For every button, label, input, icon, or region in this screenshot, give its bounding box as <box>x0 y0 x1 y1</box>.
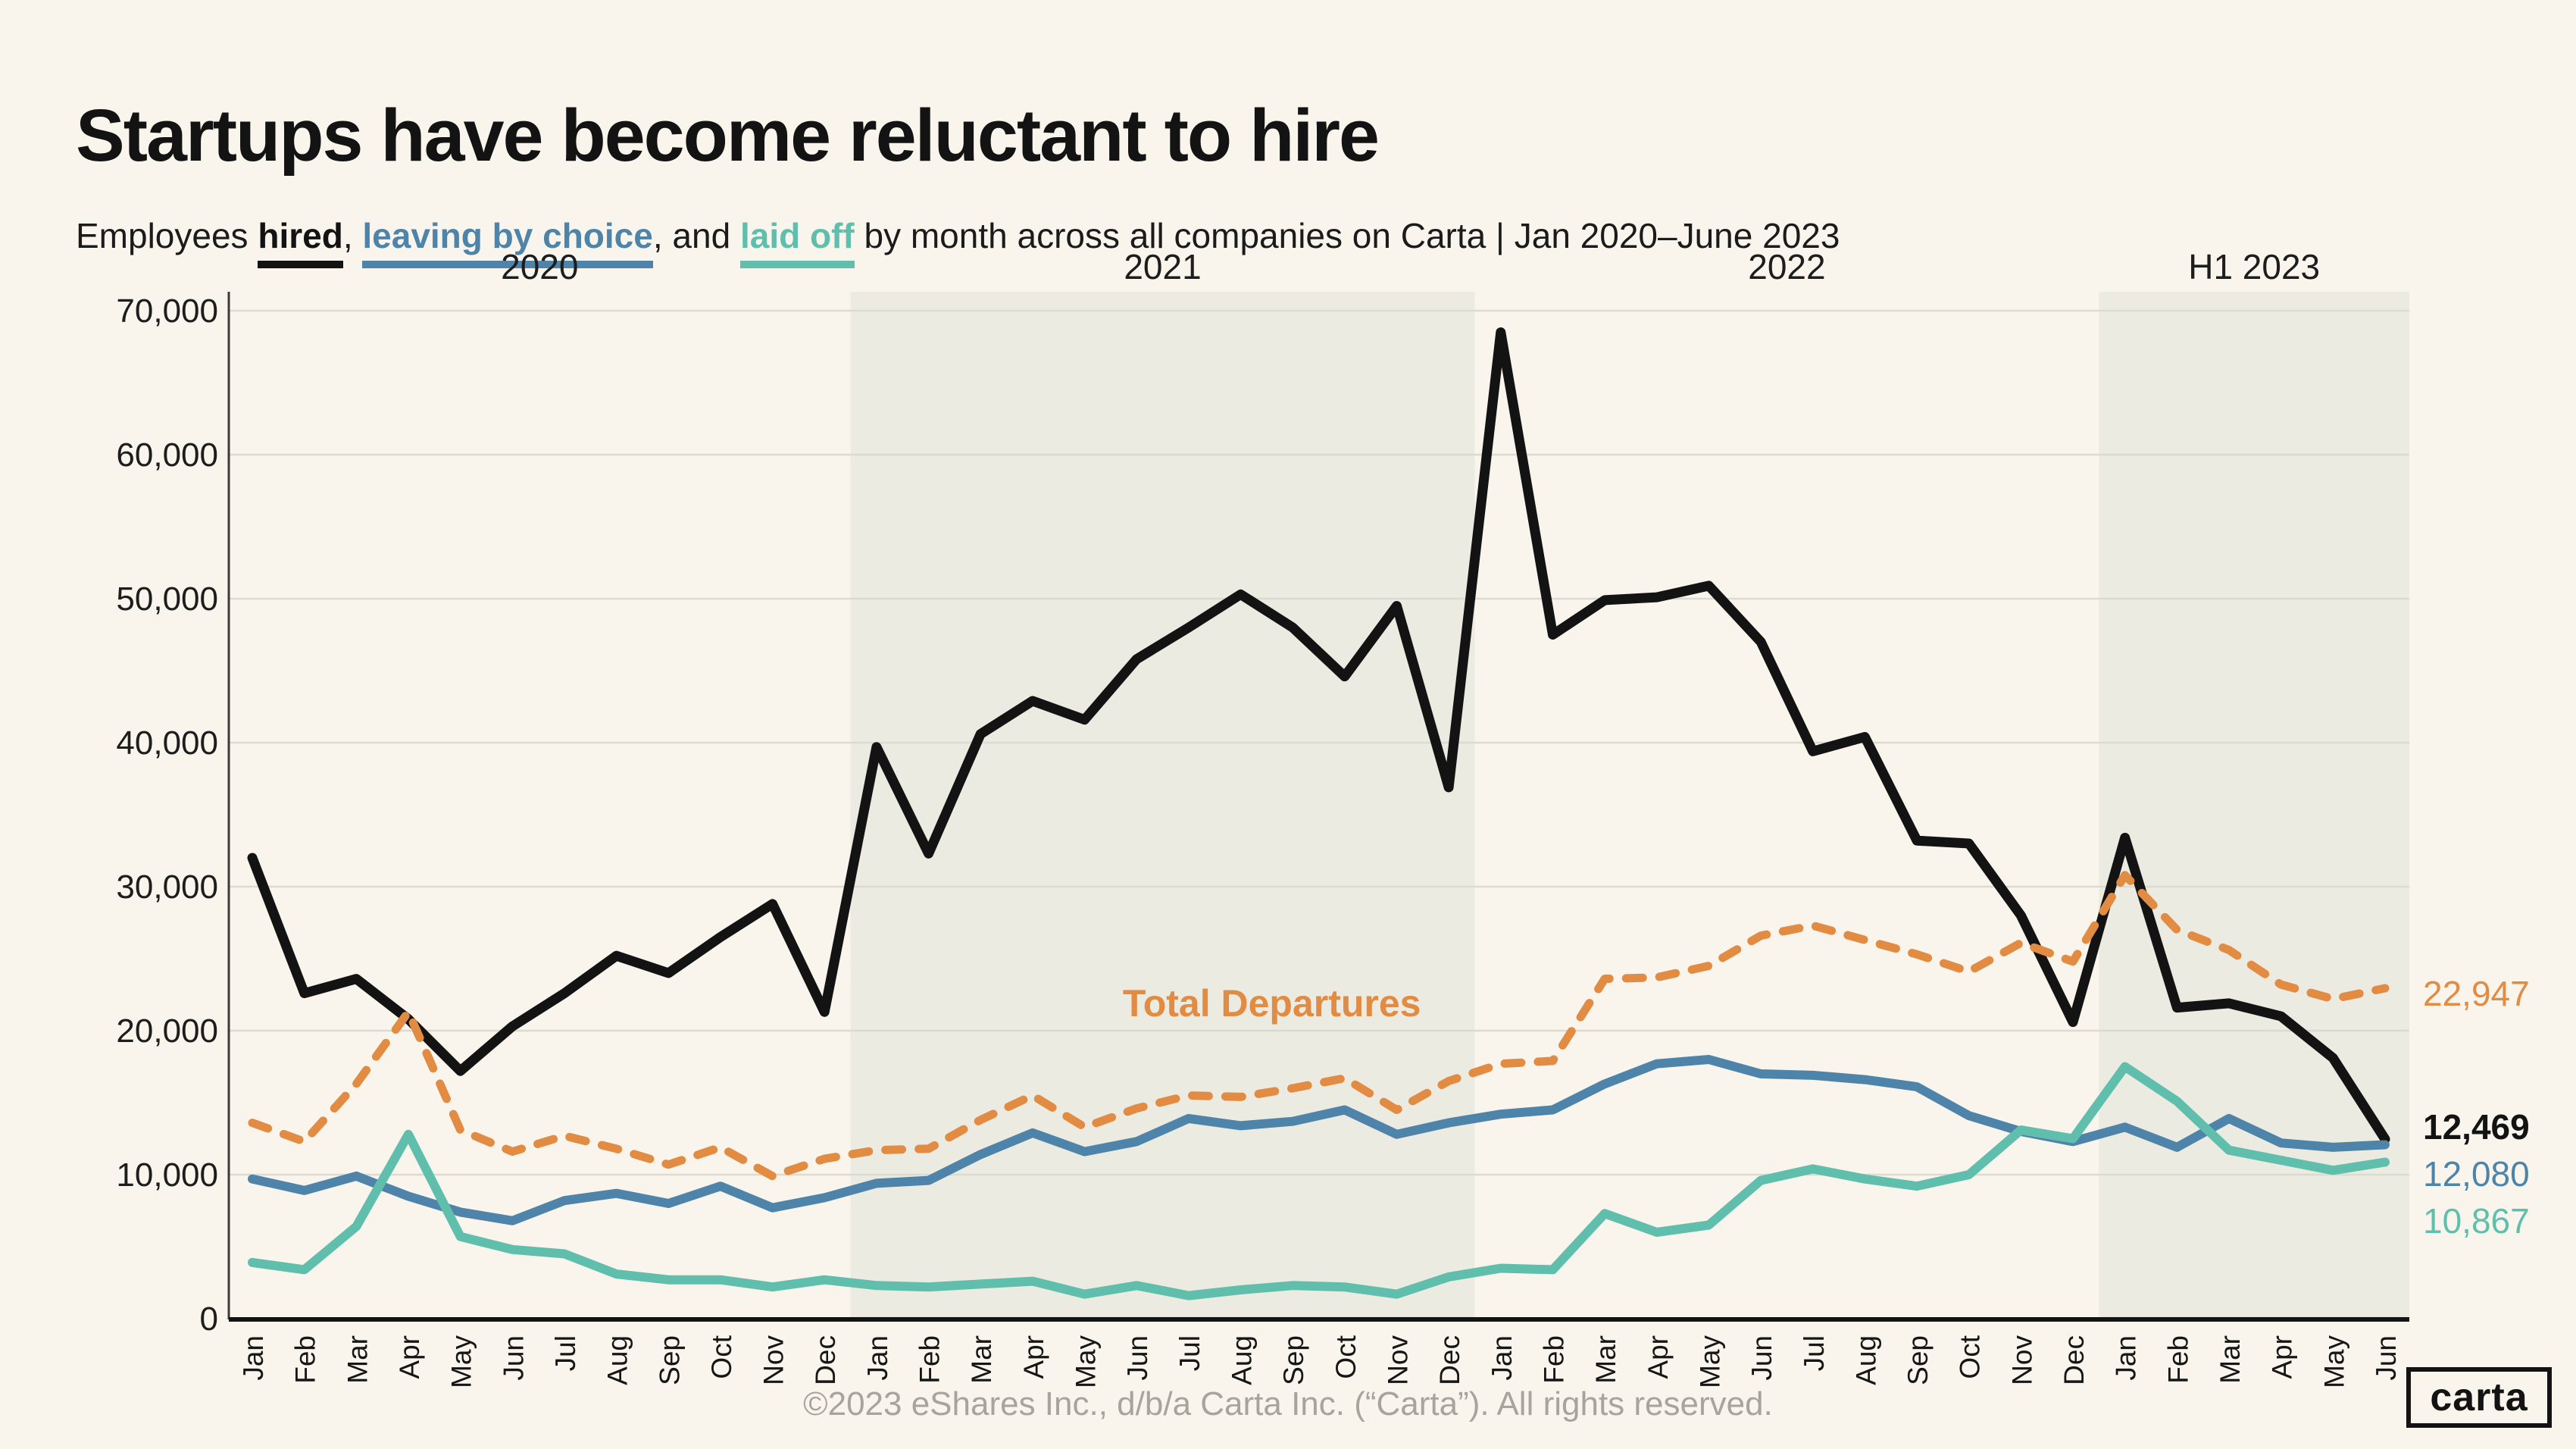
month-label-25: Feb <box>1538 1335 1569 1384</box>
subtitle-text: , <box>342 216 363 255</box>
page-title: Startups have become reluctant to hire <box>76 93 1380 177</box>
month-label-21: Oct <box>1330 1335 1361 1379</box>
year-label-H1-2023: H1 2023 <box>2188 247 2320 286</box>
series-laid_off-line <box>248 1062 2390 1300</box>
end-label-leaving_by_choice: 12,080 <box>2423 1154 2530 1194</box>
month-label-7: Aug <box>602 1335 633 1385</box>
month-label-15: Apr <box>1018 1335 1049 1379</box>
subtitle-keyword-quits: leaving by choice <box>362 216 653 268</box>
month-label-41: Jun <box>2371 1335 2402 1381</box>
subtitle-text: Employees <box>76 216 258 255</box>
month-label-33: Oct <box>1955 1335 1986 1379</box>
y-axis-label-70000: 70,000 <box>116 293 218 330</box>
month-label-28: May <box>1694 1335 1725 1388</box>
month-label-14: Mar <box>966 1335 997 1384</box>
end-label-laid_off: 10,867 <box>2423 1201 2530 1241</box>
month-label-39: Apr <box>2267 1335 2298 1379</box>
year-label-2020: 2020 <box>501 247 578 286</box>
month-label-24: Jan <box>1487 1335 1518 1381</box>
carta-logo: carta <box>2406 1367 2552 1428</box>
month-label-10: Nov <box>758 1335 789 1385</box>
month-label-3: Apr <box>394 1335 425 1379</box>
month-label-17: Jun <box>1122 1335 1153 1381</box>
month-label-38: Mar <box>2215 1335 2246 1384</box>
y-axis-label-40000: 40,000 <box>116 724 218 762</box>
month-label-35: Dec <box>2059 1335 2090 1385</box>
month-label-4: May <box>446 1335 477 1388</box>
subtitle-text: by month across all companies on Carta |… <box>854 216 1840 255</box>
month-label-9: Oct <box>706 1335 737 1379</box>
subtitle-text: , and <box>652 216 740 255</box>
series-total_departures-line <box>248 871 2390 1181</box>
carta-logo-text: carta <box>2430 1375 2528 1419</box>
copyright-text: ©2023 eShares Inc., d/b/a Carta Inc. (“C… <box>803 1385 1773 1422</box>
y-axis-label-30000: 30,000 <box>116 868 218 906</box>
year-label-2022: 2022 <box>1748 247 1825 286</box>
y-axis-label-50000: 50,000 <box>116 581 218 618</box>
month-label-20: Sep <box>1278 1335 1309 1385</box>
month-label-32: Sep <box>1902 1335 1934 1385</box>
end-label-total_departures: 22,947 <box>2423 974 2530 1013</box>
month-label-26: Mar <box>1590 1335 1621 1384</box>
month-label-36: Jan <box>2111 1335 2142 1381</box>
month-label-1: Feb <box>290 1335 321 1384</box>
month-label-0: Jan <box>238 1335 269 1381</box>
month-label-27: Apr <box>1643 1335 1674 1379</box>
month-label-40: May <box>2318 1335 2349 1388</box>
month-label-37: Feb <box>2162 1335 2193 1384</box>
month-label-12: Jan <box>862 1335 893 1381</box>
month-label-6: Jul <box>550 1335 581 1371</box>
y-axis-label-20000: 20,000 <box>116 1012 218 1050</box>
chart-subtitle: Employees hired, leaving by choice, and … <box>76 215 2500 268</box>
y-axis-label-0: 0 <box>200 1300 218 1338</box>
annotation-total-departures: Total Departures <box>1123 982 1421 1025</box>
subtitle-keyword-layoffs: laid off <box>739 216 855 268</box>
y-axis-label-10000: 10,000 <box>116 1156 218 1194</box>
month-label-19: Aug <box>1227 1335 1258 1385</box>
year-label-2021: 2021 <box>1124 247 1201 286</box>
month-label-5: Jun <box>498 1335 529 1381</box>
month-label-30: Jul <box>1799 1335 1830 1371</box>
end-label-hired: 12,469 <box>2423 1107 2530 1147</box>
month-label-29: Jun <box>1746 1335 1777 1381</box>
month-label-34: Nov <box>2006 1335 2037 1385</box>
month-label-16: May <box>1071 1335 1102 1388</box>
month-label-31: Aug <box>1850 1335 1881 1385</box>
month-label-18: Jul <box>1174 1335 1205 1371</box>
subtitle-keyword-hired: hired <box>258 216 343 268</box>
y-axis-label-60000: 60,000 <box>116 437 218 474</box>
month-label-23: Dec <box>1434 1335 1465 1385</box>
month-label-8: Sep <box>654 1335 685 1385</box>
month-label-11: Dec <box>810 1335 841 1385</box>
month-label-22: Nov <box>1382 1335 1413 1385</box>
month-label-2: Mar <box>342 1335 373 1384</box>
month-label-13: Feb <box>914 1335 946 1384</box>
series-hired-line <box>247 327 2390 1144</box>
